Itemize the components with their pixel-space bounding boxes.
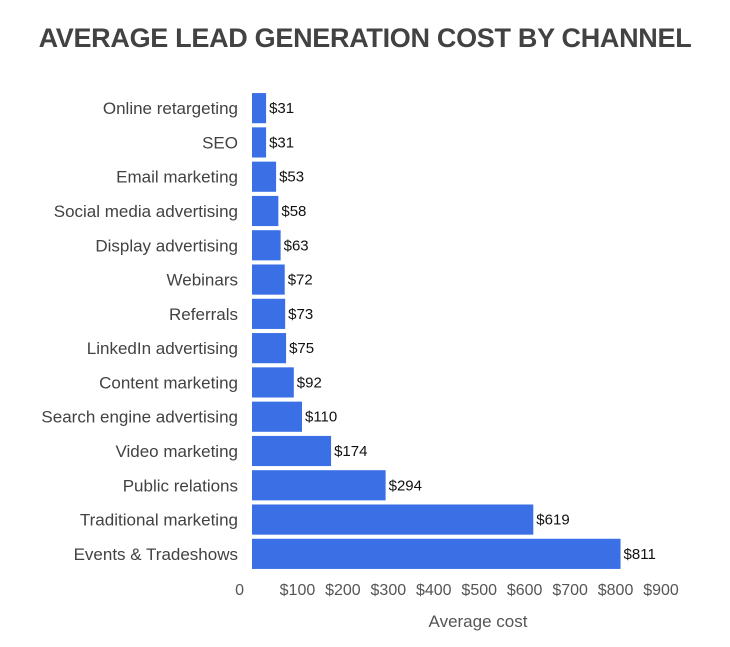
category-label: Referrals [169,305,238,324]
category-label: SEO [202,133,238,152]
value-label: $174 [334,443,367,460]
bar [252,538,621,569]
value-label: $619 [536,512,569,529]
bar [252,298,286,329]
value-label: $110 [305,409,337,426]
bar [252,470,386,501]
x-tick-label: $700 [552,582,588,599]
category-label: Display advertising [95,236,238,255]
bar [252,93,267,124]
bar [252,435,332,467]
category-label: Events & Tradeshows [74,545,238,564]
value-label: $811 [624,546,656,563]
x-tick-label: $800 [598,582,634,599]
x-tick-label: $200 [325,582,361,599]
category-label: Social media advertising [54,202,238,221]
x-tick-label: 0 [235,582,244,599]
bar [252,504,534,535]
x-tick-label: $900 [643,582,679,599]
x-axis-label: Average cost [429,612,528,631]
chart-title: AVERAGE LEAD GENERATION COST BY CHANNEL [39,23,692,53]
x-axis-ticks: 0 $100 $200 $300 $400 $500 $600 $700 $800 $900 [235,582,679,599]
bar [252,367,294,398]
category-label: Search engine advertising [41,408,238,427]
value-label: $58 [281,203,306,220]
x-tick-label: $500 [461,582,497,599]
value-label: $92 [297,374,322,391]
x-tick-label: $600 [507,582,543,599]
value-label: $31 [269,134,294,151]
category-label: Content marketing [99,373,238,392]
value-labels: $31 $31 $53 $58 $63 $72 $73 $75 $92 $110 $174 $294 $… [269,100,656,563]
category-label: Email marketing [116,168,238,187]
value-label: $53 [279,169,304,186]
category-label: Webinars [167,271,239,290]
value-label: $31 [269,100,294,117]
value-label: $73 [288,306,313,323]
category-label: Video marketing [115,442,238,461]
value-label: $294 [389,477,422,494]
bar [252,264,285,295]
category-label: Traditional marketing [80,511,238,530]
category-label: Public relations [123,476,238,495]
bar [252,333,287,364]
category-label: LinkedIn advertising [87,339,238,358]
value-label: $63 [284,237,309,254]
bar [252,127,267,158]
value-label: $72 [288,272,313,289]
x-tick-label: $100 [280,582,316,599]
bar [252,230,281,261]
x-tick-label: $300 [371,582,407,599]
x-tick-label: $400 [416,582,452,599]
bar [252,195,279,227]
value-label: $75 [289,340,314,357]
bar [252,161,277,192]
bar [252,401,302,432]
category-label: Online retargeting [103,99,238,118]
bars-group [252,93,621,569]
category-labels: Online retargeting SEO Email marketing Soci… [41,99,238,564]
